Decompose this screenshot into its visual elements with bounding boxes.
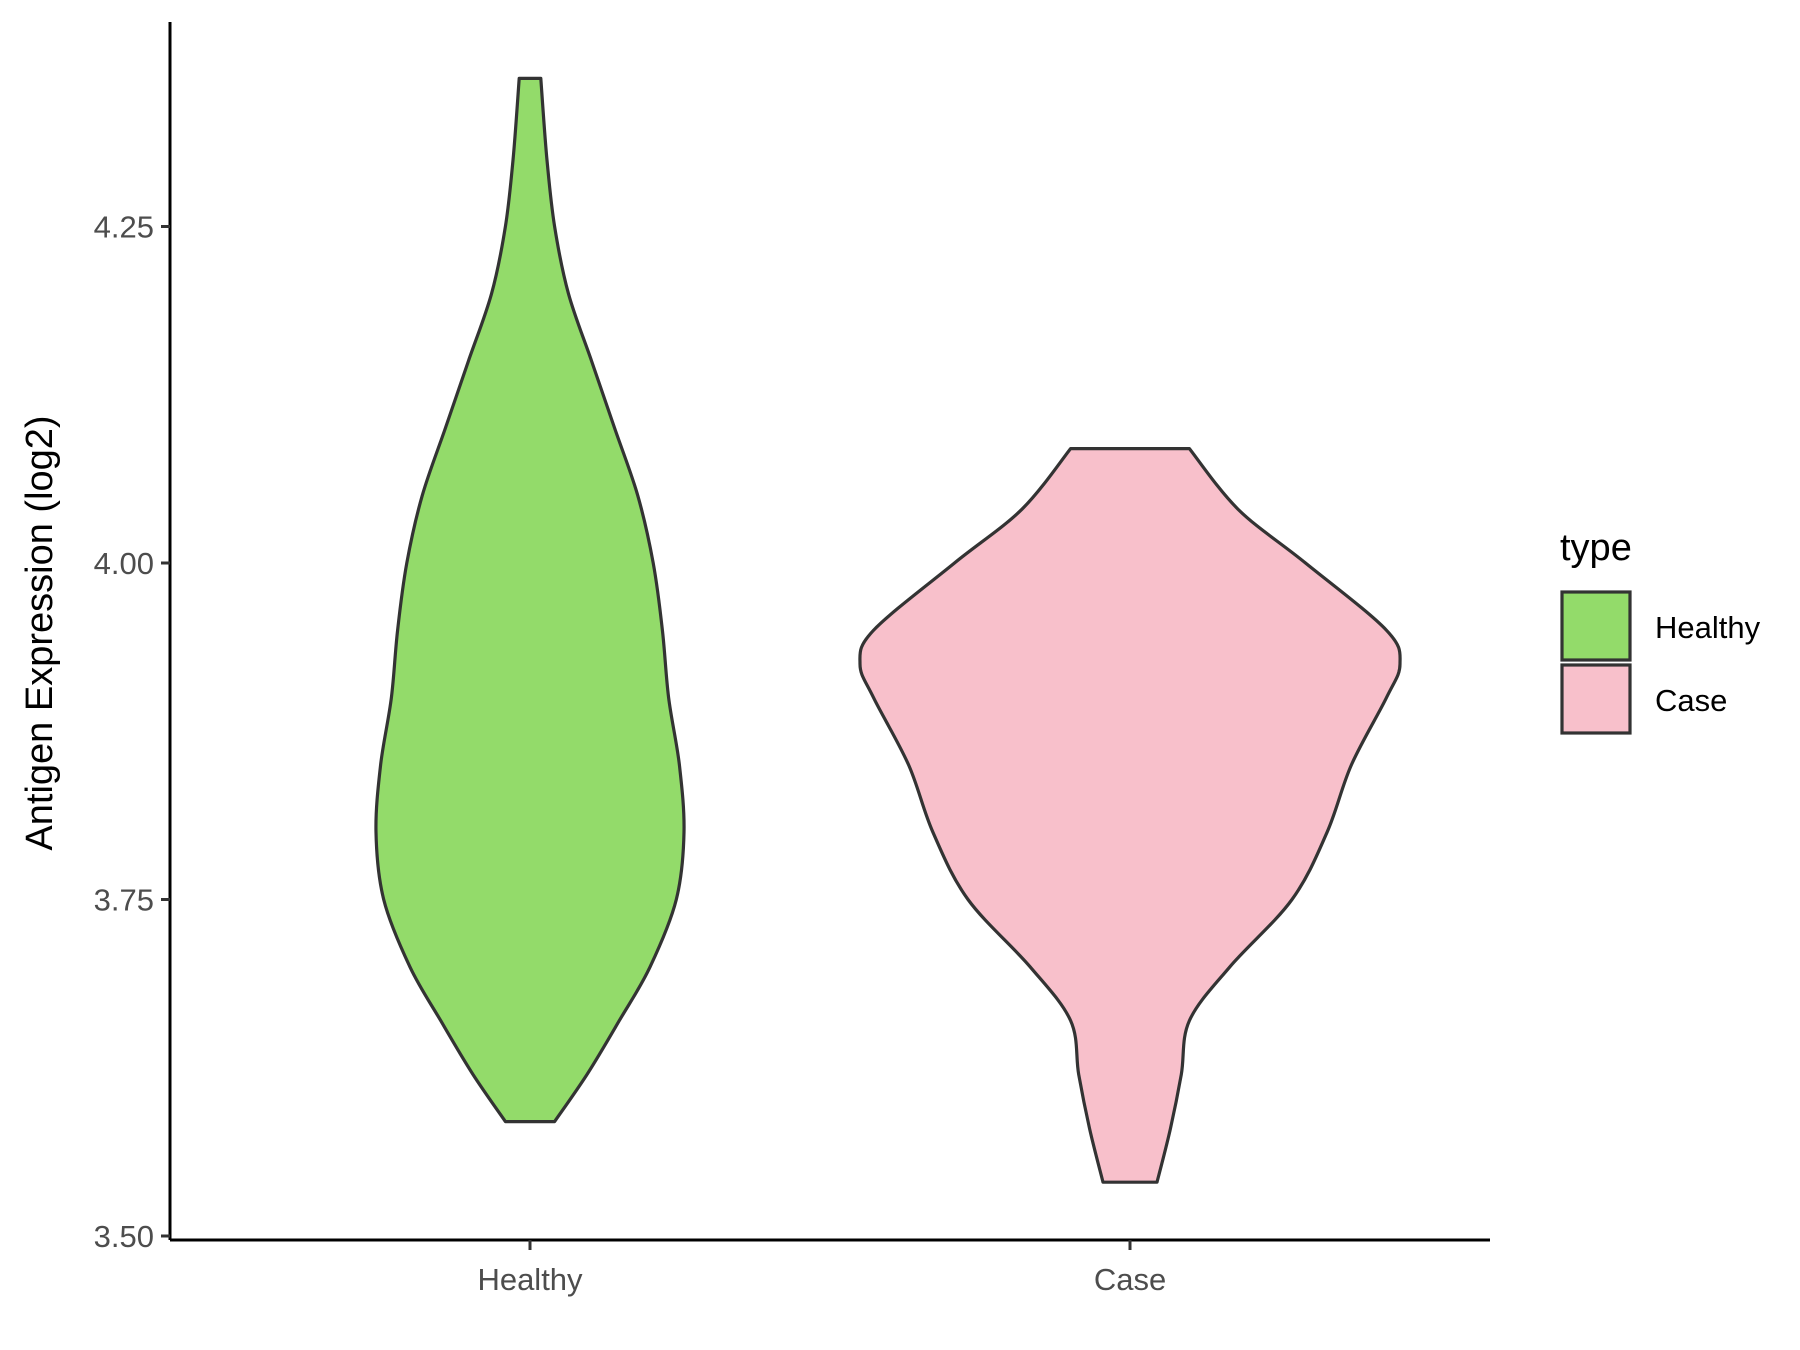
legend-title: type	[1560, 527, 1632, 569]
y-tick-label: 4.25	[94, 210, 154, 245]
x-tick-label: Healthy	[477, 1262, 583, 1297]
x-axis: Healthy Case	[170, 1238, 1490, 1297]
legend: type Healthy Case	[1560, 527, 1761, 735]
legend-swatch-healthy	[1560, 590, 1632, 662]
legend-swatch-case	[1560, 663, 1632, 735]
legend-label-case: Case	[1655, 683, 1727, 718]
legend-label-healthy: Healthy	[1655, 610, 1761, 645]
y-tick-label: 4.00	[94, 546, 154, 581]
violin-healthy	[374, 76, 686, 1124]
y-tick-label: 3.50	[94, 1219, 154, 1254]
violin-case	[858, 447, 1402, 1184]
legend-entries: Healthy Case	[1560, 590, 1761, 735]
y-tick-label: 3.75	[94, 883, 154, 918]
y-axis-title: Antigen Expression (log2)	[19, 415, 61, 850]
violin-layer	[374, 76, 1402, 1184]
x-tick-label: Case	[1094, 1262, 1166, 1297]
y-axis: 3.50 3.75 4.00 4.25	[94, 22, 172, 1254]
